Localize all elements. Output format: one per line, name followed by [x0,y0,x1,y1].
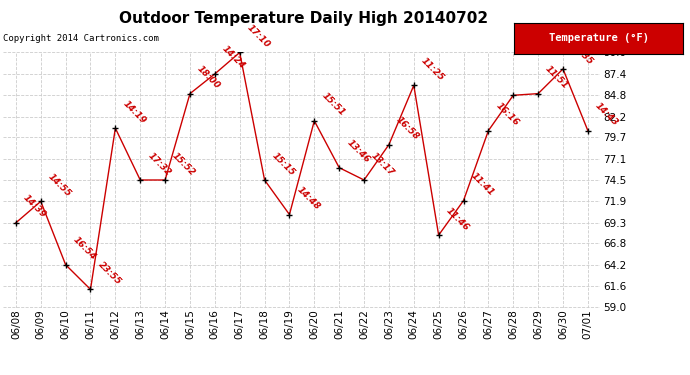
Text: 14:24: 14:24 [220,45,247,71]
Text: 11:46: 11:46 [444,206,471,232]
Text: 17:10: 17:10 [245,23,272,50]
Text: 14:43: 14:43 [593,101,620,128]
Text: 11:51: 11:51 [544,64,571,91]
Text: 13:17: 13:17 [370,151,396,177]
Text: 14:48: 14:48 [295,185,322,212]
Text: 14:55: 14:55 [46,172,73,199]
Text: 13:46: 13:46 [345,138,371,165]
Text: 17:35: 17:35 [569,40,595,66]
Text: 11:25: 11:25 [420,56,446,82]
Text: 15:15: 15:15 [270,151,297,177]
Text: 23:55: 23:55 [96,260,123,286]
Text: 18:00: 18:00 [195,64,222,91]
Text: 16:54: 16:54 [71,236,98,262]
Text: Copyright 2014 Cartronics.com: Copyright 2014 Cartronics.com [3,34,159,43]
Text: Temperature (°F): Temperature (°F) [549,33,649,44]
Text: Outdoor Temperature Daily High 20140702: Outdoor Temperature Daily High 20140702 [119,11,488,26]
Text: 16:16: 16:16 [494,101,520,128]
Text: 11:41: 11:41 [469,171,495,198]
Text: 15:51: 15:51 [320,92,346,118]
Text: 15:52: 15:52 [170,151,197,177]
Text: 14:19: 14:19 [121,99,148,125]
Text: 14:39: 14:39 [21,194,48,220]
Text: 16:58: 16:58 [395,115,421,142]
Text: 17:32: 17:32 [146,151,172,177]
